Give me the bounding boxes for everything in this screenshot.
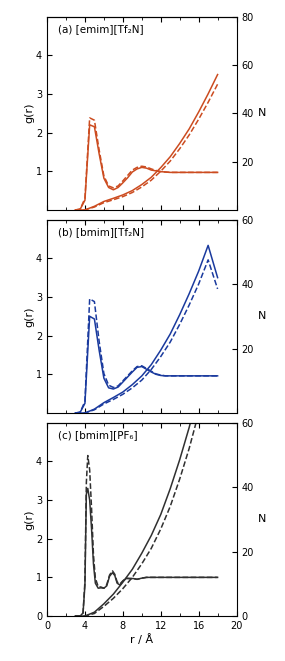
Y-axis label: N: N bbox=[258, 108, 266, 118]
Text: (a) [emim][Tf₂N]: (a) [emim][Tf₂N] bbox=[58, 24, 144, 34]
Y-axis label: g(r): g(r) bbox=[25, 509, 34, 529]
Y-axis label: N: N bbox=[258, 311, 266, 321]
Y-axis label: N: N bbox=[258, 514, 266, 524]
Y-axis label: g(r): g(r) bbox=[25, 306, 34, 327]
Text: (b) [bmim][Tf₂N]: (b) [bmim][Tf₂N] bbox=[58, 227, 144, 237]
X-axis label: r / Å: r / Å bbox=[130, 634, 153, 644]
Text: (c) [bmim][PF₆]: (c) [bmim][PF₆] bbox=[58, 430, 138, 440]
Y-axis label: g(r): g(r) bbox=[25, 103, 34, 124]
